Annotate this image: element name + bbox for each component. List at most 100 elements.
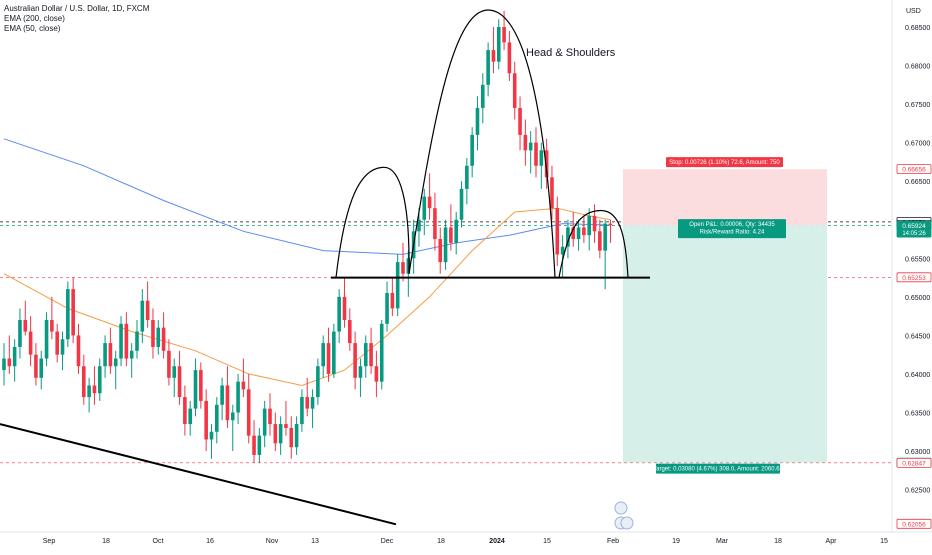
candle-body: [608, 223, 613, 226]
candle-body: [119, 323, 123, 359]
candle-body: [443, 227, 448, 263]
position-box: Open P&L: 0.00006, Qty: 34435 Risk/Reward…: [678, 219, 786, 239]
candle-body: [512, 73, 517, 108]
candle-body: [230, 412, 235, 421]
candle-body: [566, 227, 570, 247]
candle-body: [12, 346, 17, 367]
price-badge: 0.62847: [896, 457, 932, 468]
candle-body: [44, 319, 49, 359]
candle-body: [7, 358, 12, 367]
candle-body: [135, 331, 139, 351]
candle-body: [406, 258, 411, 274]
price-badge-value: 0.62847: [902, 460, 926, 467]
price-badge: 0.66656: [896, 164, 932, 175]
candle-body: [544, 150, 549, 178]
candle-body: [316, 366, 320, 398]
candle-body: [560, 246, 565, 255]
x-tick-label: Mar: [716, 538, 729, 545]
candle-body: [129, 350, 134, 359]
y-tick-label: 0.68000: [905, 64, 930, 71]
candle-body: [300, 397, 304, 425]
candle-body: [268, 408, 272, 425]
candle-body: [236, 381, 240, 413]
candle-body: [145, 300, 150, 320]
candle-body: [2, 358, 6, 371]
left-shoulder-arc: [335, 166, 410, 278]
candle-body: [273, 424, 278, 444]
candle-body: [193, 370, 198, 409]
candle-body: [475, 107, 480, 135]
candle-body: [225, 385, 230, 421]
target-zone: [623, 225, 827, 463]
candle-body: [486, 50, 490, 85]
x-tick-label: 13: [311, 538, 319, 545]
candle-body: [358, 366, 363, 378]
candle-body: [167, 350, 171, 378]
candle-body: [294, 424, 299, 448]
candle-body: [172, 366, 177, 378]
candle-body: [481, 84, 485, 108]
candle-body: [97, 366, 102, 394]
x-tick-label: 15: [880, 538, 888, 545]
candle-body: [92, 385, 97, 394]
stop-zone: [623, 169, 827, 226]
candle-body: [50, 319, 54, 332]
y-tick-label: 0.63500: [905, 410, 930, 417]
candle-body: [502, 26, 506, 43]
price-badge-value: 0.65253: [902, 275, 926, 282]
x-tick-label: Oct: [153, 538, 164, 545]
y-tick-label: 0.67000: [905, 141, 930, 148]
candle-body: [353, 343, 357, 378]
candle-body: [576, 227, 581, 240]
candle-body: [113, 358, 118, 367]
candle-body: [252, 435, 256, 455]
y-tick-label: 0.64000: [905, 372, 930, 379]
candle-body: [587, 215, 591, 236]
position-box-text: Risk/Reward Ratio: 4.24: [700, 230, 765, 236]
candle-body: [18, 319, 22, 347]
candle-body: [278, 424, 283, 444]
candle-body: [491, 50, 496, 62]
candle-body: [539, 150, 544, 166]
head-arc: [408, 9, 556, 278]
x-tick-label: Dec: [381, 538, 394, 545]
candle-body: [151, 319, 155, 347]
candle-body: [76, 335, 81, 367]
y-tick-label: 0.68500: [905, 25, 930, 32]
candle-body: [204, 400, 208, 440]
candle-body: [39, 358, 44, 378]
candle-body: [321, 343, 325, 367]
candle-body: [241, 381, 246, 390]
right-shoulder-arc: [558, 209, 629, 278]
candle-body: [34, 354, 38, 378]
pattern-label: Head & Shoulders: [526, 47, 616, 59]
target-box-text: Target: 0.03080 (4.67%) 308.0, Amount: 2…: [653, 467, 783, 473]
candle-body: [528, 142, 533, 151]
indicator-ema50-label: EMA (50, close): [4, 24, 61, 33]
price-badge: 0.62056: [896, 518, 932, 529]
candle-body: [284, 424, 288, 428]
candle-body: [183, 397, 187, 425]
candle-body: [55, 331, 59, 355]
stop-box: Stop: 0.00726 (1.10%) 72.6, Amount: 750: [666, 157, 783, 168]
price-badge-value: 0.65924: [902, 223, 926, 230]
x-tick-label: Apr: [826, 538, 838, 545]
candle-body: [140, 300, 145, 332]
candle-body: [305, 397, 310, 409]
ema50-line: [3, 207, 611, 387]
candle-body: [215, 404, 219, 432]
candle-body: [66, 289, 70, 340]
chart-legend: Australian Dollar / U.S. Dollar, 1D, FXC…: [4, 4, 149, 34]
price-badge-value: 0.66656: [902, 167, 926, 174]
candle-body: [262, 408, 267, 436]
candle-body: [71, 289, 75, 336]
candle-body: [310, 397, 315, 409]
candle-body: [177, 366, 182, 398]
candle-body: [161, 327, 166, 351]
candle-body: [555, 208, 560, 255]
candle-body: [289, 427, 294, 448]
candle-body: [507, 42, 512, 74]
